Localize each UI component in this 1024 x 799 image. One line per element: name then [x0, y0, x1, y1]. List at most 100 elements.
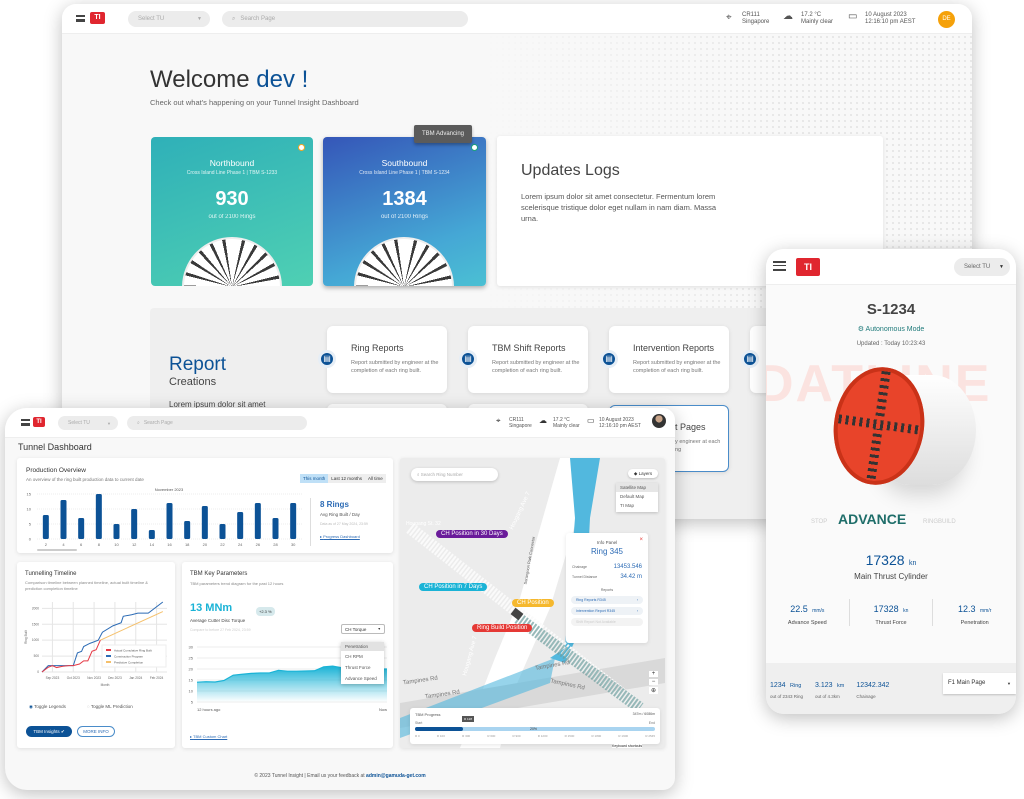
- y-tick-label: 20: [189, 667, 194, 672]
- ring-reports-link[interactable]: Ring Reports R345 ›: [571, 596, 643, 604]
- progress-fill: [415, 727, 463, 731]
- option-thrust-force[interactable]: Thrust Force: [345, 665, 371, 670]
- toggle-ml-prediction-radio[interactable]: ○ Toggle ML Prediction: [87, 704, 133, 709]
- zoom-in-button[interactable]: +: [649, 671, 658, 677]
- y-tick-label: 15: [27, 492, 32, 497]
- northbound-card[interactable]: Northbound Cross Island Line Phase 1 | T…: [151, 137, 313, 286]
- legend: [101, 644, 167, 668]
- tunnelling-timeline-chart: Sep 2023 Oct 2023 Nov 2023 Dec 2023 Jan 2024…: [24, 601, 167, 687]
- tbm-insights-button[interactable]: TBM Insights ✔: [26, 726, 72, 737]
- page-select[interactable]: F1 Main Page ▼: [943, 673, 1016, 694]
- menu-icon[interactable]: [76, 15, 85, 22]
- more-info-button[interactable]: MORE INFO: [77, 726, 115, 737]
- y-tick-label: 5: [191, 700, 194, 705]
- range-tabs: This month Last 12 months All time: [300, 474, 386, 483]
- intervention-report-link[interactable]: Intervention Report R345 ›: [571, 607, 643, 615]
- bar: [237, 512, 244, 539]
- layer-ti[interactable]: TI Map: [620, 503, 635, 508]
- state-advance: ADVANCE: [838, 511, 907, 527]
- chart-scrollbar: [37, 549, 77, 551]
- parameter-select[interactable]: CH Torque ▼: [341, 624, 385, 634]
- chevron-down-icon: ▼: [197, 16, 202, 22]
- chevron-down-icon: ▼: [107, 420, 111, 426]
- y-tick-label: 1000: [32, 638, 39, 642]
- location-code: CR111: [742, 12, 760, 18]
- date: 10 August 2023: [865, 12, 907, 18]
- production-overview-card: Production Overview An overview of the r…: [17, 458, 393, 553]
- search-input[interactable]: ⌕ Search Page: [222, 11, 468, 27]
- menu-icon[interactable]: [773, 261, 786, 271]
- southbound-card[interactable]: Southbound Cross Island Line Phase 1 | T…: [323, 137, 486, 286]
- ring-reports-card[interactable]: Ring Reports Report submitted by engineer…: [327, 326, 447, 393]
- welcome-subtitle: Check out what's happening on your Tunne…: [150, 98, 359, 107]
- map-panel[interactable]: Hougang St. 32 Hougang Ave 7 Hougang Ave…: [400, 458, 665, 748]
- tbm-advancing-tooltip: TBM Advancing: [414, 125, 472, 143]
- layer-satellite[interactable]: Satellite Map: [616, 483, 658, 492]
- y-tick-label: 500: [34, 654, 40, 658]
- x-tick-label: Sep 2023: [46, 676, 60, 680]
- desktop-header: TI Select TU ▼ ⌕ Search Page ⌖ CR111 Singap…: [62, 4, 972, 34]
- marker-ch-7-days[interactable]: CH Position in 7 Days: [419, 583, 488, 591]
- progress-handle[interactable]: R 128: [462, 716, 475, 722]
- footer-stat-2: 12342.342 Chainage: [856, 682, 890, 699]
- x-tick-label: Feb 2024: [150, 676, 164, 680]
- y-tick-label: 0: [37, 670, 39, 674]
- bar: [131, 509, 138, 539]
- tbm-3d-image: [826, 361, 986, 502]
- marker-ring-build[interactable]: Ring Build Position: [472, 624, 533, 632]
- option-penetration[interactable]: Penetration: [341, 642, 384, 651]
- tunnel-insight-logo: TI: [33, 417, 45, 427]
- feedback-email-link[interactable]: admin@gamuda-get.com: [366, 773, 426, 779]
- ring-count: 1384: [382, 188, 427, 210]
- bar: [78, 518, 85, 539]
- tab-this-month[interactable]: This month: [300, 474, 329, 483]
- locate-icon[interactable]: ⊕: [649, 687, 658, 694]
- keyboard-shortcuts-link[interactable]: Keyboard shortcuts: [612, 744, 643, 748]
- progress-dashboard-link[interactable]: ▸ Progress Dashboard: [320, 534, 360, 539]
- caret-down-icon: ▼: [377, 627, 381, 631]
- metric-0: 22.5 mm/s Advance Speed: [787, 604, 827, 626]
- tbm-progress-panel: TBM Progress 347m / 6086m Start End R 12…: [410, 708, 660, 744]
- status-indicator: [471, 144, 478, 151]
- progress-tick: R 1800: [591, 734, 602, 738]
- tbm-custom-chart-link[interactable]: ▸ TBM Custom Chart: [190, 734, 228, 739]
- legend-swatch: [106, 655, 111, 657]
- option-advance-speed[interactable]: Advance Speed: [345, 676, 377, 681]
- bar: [184, 521, 191, 539]
- location-name: Singapore: [742, 19, 770, 25]
- tab-all-time[interactable]: All time: [368, 476, 383, 481]
- x-tick-label: Jan 2024: [129, 676, 142, 680]
- intervention-reports-card[interactable]: Intervention Reports Report submitted by …: [609, 326, 729, 393]
- progress-track[interactable]: [415, 727, 655, 731]
- zoom-controls: + − ⊕: [649, 671, 658, 694]
- user-avatar[interactable]: [652, 414, 666, 428]
- x-tick-label: Nov 2023: [87, 676, 101, 680]
- layer-default[interactable]: Default Map: [620, 494, 645, 499]
- main-thrust-value: 17328: [865, 552, 905, 568]
- select-tu-dropdown[interactable]: Select TU ▼: [128, 11, 210, 27]
- search-input[interactable]: ⌕ Search Page: [127, 416, 307, 430]
- select-tu-dropdown[interactable]: Select TU ▼: [954, 258, 1010, 276]
- select-tu-dropdown[interactable]: Select TU ▼: [58, 416, 118, 430]
- menu-icon[interactable]: [21, 419, 30, 426]
- x-tick-label: 6: [80, 542, 83, 547]
- layers-button[interactable]: ◆ Layers: [628, 469, 658, 478]
- toggle-legends-radio[interactable]: ◉ Toggle Legends: [29, 704, 66, 709]
- time: 12:16:10 pm AEST: [865, 19, 916, 25]
- x-tick-label: 16: [167, 542, 172, 547]
- avatar[interactable]: DE: [938, 11, 955, 28]
- tunnelling-timeline-card: Tunnelling Timeline Comparison timeline …: [17, 562, 175, 748]
- marker-ch-position[interactable]: CH Position: [512, 599, 554, 607]
- clipboard-chart-icon: ▤: [741, 350, 759, 368]
- close-icon[interactable]: ×: [639, 537, 643, 543]
- ring-search-input[interactable]: ⌕ Search Ring Number: [411, 468, 498, 481]
- option-ch-rpm[interactable]: CH RPM: [345, 654, 363, 659]
- change-badge: +2.3 %: [256, 607, 275, 616]
- tbm-shift-reports-card[interactable]: TBM Shift Reports Report submitted by eng…: [468, 326, 588, 393]
- x-axis-label: Month: [101, 683, 110, 687]
- marker-ch-30-days[interactable]: CH Position in 30 Days: [436, 530, 508, 538]
- zoom-out-button[interactable]: −: [649, 679, 658, 685]
- x-tick-label: 4: [62, 542, 65, 547]
- tab-last-12-months[interactable]: Last 12 months: [331, 476, 363, 481]
- shift-report-disabled: Shift Report Not Available: [571, 618, 643, 626]
